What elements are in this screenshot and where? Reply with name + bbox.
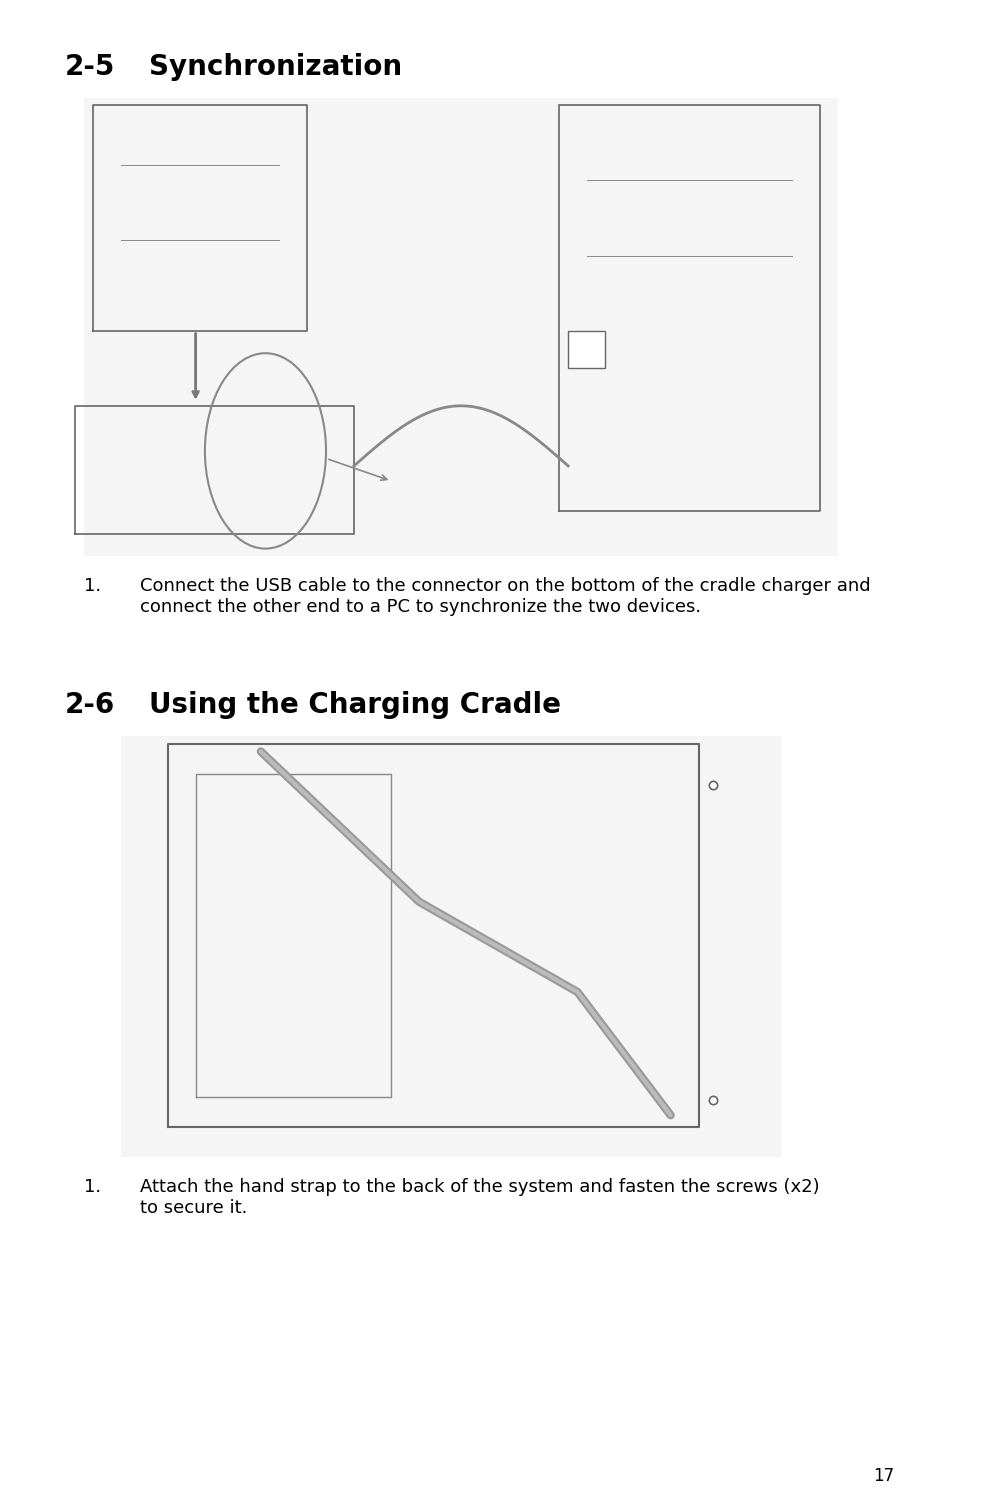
Text: 2-5: 2-5 xyxy=(65,53,115,81)
Text: Using the Charging Cradle: Using the Charging Cradle xyxy=(149,691,561,720)
Text: 17: 17 xyxy=(873,1467,894,1485)
Text: Connect the USB cable to the connector on the bottom of the cradle charger and
c: Connect the USB cable to the connector o… xyxy=(139,577,871,616)
Text: 1.: 1. xyxy=(84,577,101,595)
Text: Synchronization: Synchronization xyxy=(149,53,402,81)
Text: Attach the hand strap to the back of the system and fasten the screws (x2)
to se: Attach the hand strap to the back of the… xyxy=(139,1178,820,1217)
Text: 1.: 1. xyxy=(84,1178,101,1196)
Text: 2-6: 2-6 xyxy=(65,691,115,720)
Bar xyxy=(568,331,605,368)
FancyBboxPatch shape xyxy=(121,736,783,1157)
FancyBboxPatch shape xyxy=(84,98,839,556)
